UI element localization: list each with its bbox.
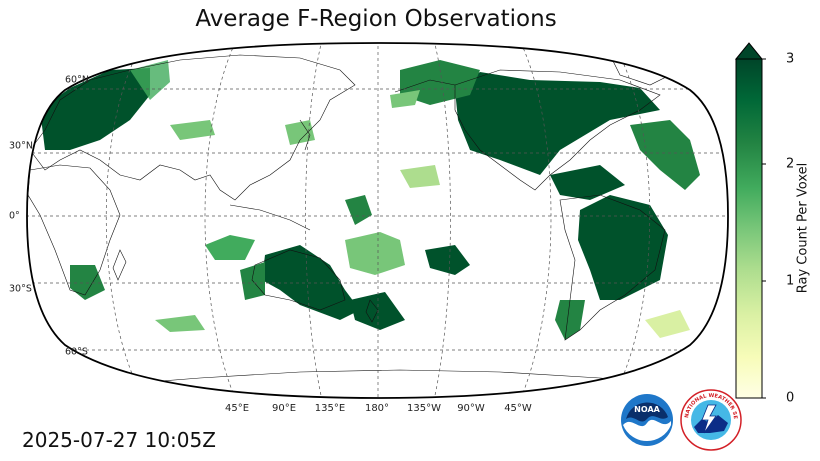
obs-north-atlantic-east — [630, 120, 700, 190]
lon-label: 45°E — [224, 403, 250, 414]
lon-label: 45°W — [504, 403, 532, 414]
obs-alaska — [390, 90, 420, 108]
chart-title: Average F-Region Observations — [195, 6, 557, 32]
obs-caribbean — [550, 165, 625, 200]
colorbar-tick: 0 — [786, 390, 795, 406]
lat-label: 60°S — [65, 346, 88, 358]
lon-label: 90°W — [457, 403, 485, 414]
obs-pacific-center — [345, 232, 405, 275]
obs-south-america — [578, 195, 668, 300]
lon-label: 180° — [364, 403, 390, 414]
obs-indian-ocean — [205, 235, 255, 260]
obs-asia — [170, 120, 215, 140]
obs-europe-edge — [130, 60, 170, 100]
obs-canada — [400, 60, 480, 105]
noaa-logo-icon: NOAA — [621, 394, 673, 446]
colorbar-tick: 2 — [786, 156, 795, 172]
obs-southern-ocean — [155, 315, 205, 332]
obs-hawaii — [400, 165, 440, 188]
colorbar-tick: 3 — [786, 51, 795, 67]
graticule — [27, 43, 728, 398]
obs-australia — [262, 245, 360, 320]
map-content — [27, 43, 728, 398]
colorbar-gradient — [735, 58, 763, 399]
observation-patches — [40, 60, 700, 340]
lon-label: 90°E — [271, 403, 297, 414]
lon-label: 135°W — [407, 403, 441, 414]
coastlines — [27, 51, 681, 386]
obs-south-america-south — [555, 300, 585, 340]
obs-pacific-north — [345, 195, 372, 225]
map-boundary — [26, 42, 729, 399]
lat-label: 30°S — [9, 283, 32, 295]
obs-europe — [40, 68, 150, 150]
timestamp: 2025-07-27 10:05Z — [22, 428, 216, 452]
colorbar-tick: 1 — [786, 273, 795, 289]
nws-logo-icon: NATIONAL WEATHER SERVICE — [680, 389, 742, 451]
obs-japan — [285, 120, 315, 145]
lat-label: 60°N — [65, 74, 89, 86]
colorbar-extend-triangle — [734, 42, 764, 60]
lat-label: 30°N — [9, 140, 33, 152]
obs-madagascar — [70, 265, 105, 300]
obs-pacific-east — [425, 245, 470, 275]
colorbar-label: Ray Count Per Voxel — [795, 162, 811, 294]
lat-label: 0° — [9, 210, 20, 222]
colorbar — [734, 42, 766, 399]
lon-label: 135°E — [314, 403, 346, 414]
obs-north-america — [455, 72, 660, 175]
svg-text:NOAA: NOAA — [634, 405, 660, 414]
obs-south-atlantic — [645, 310, 690, 338]
